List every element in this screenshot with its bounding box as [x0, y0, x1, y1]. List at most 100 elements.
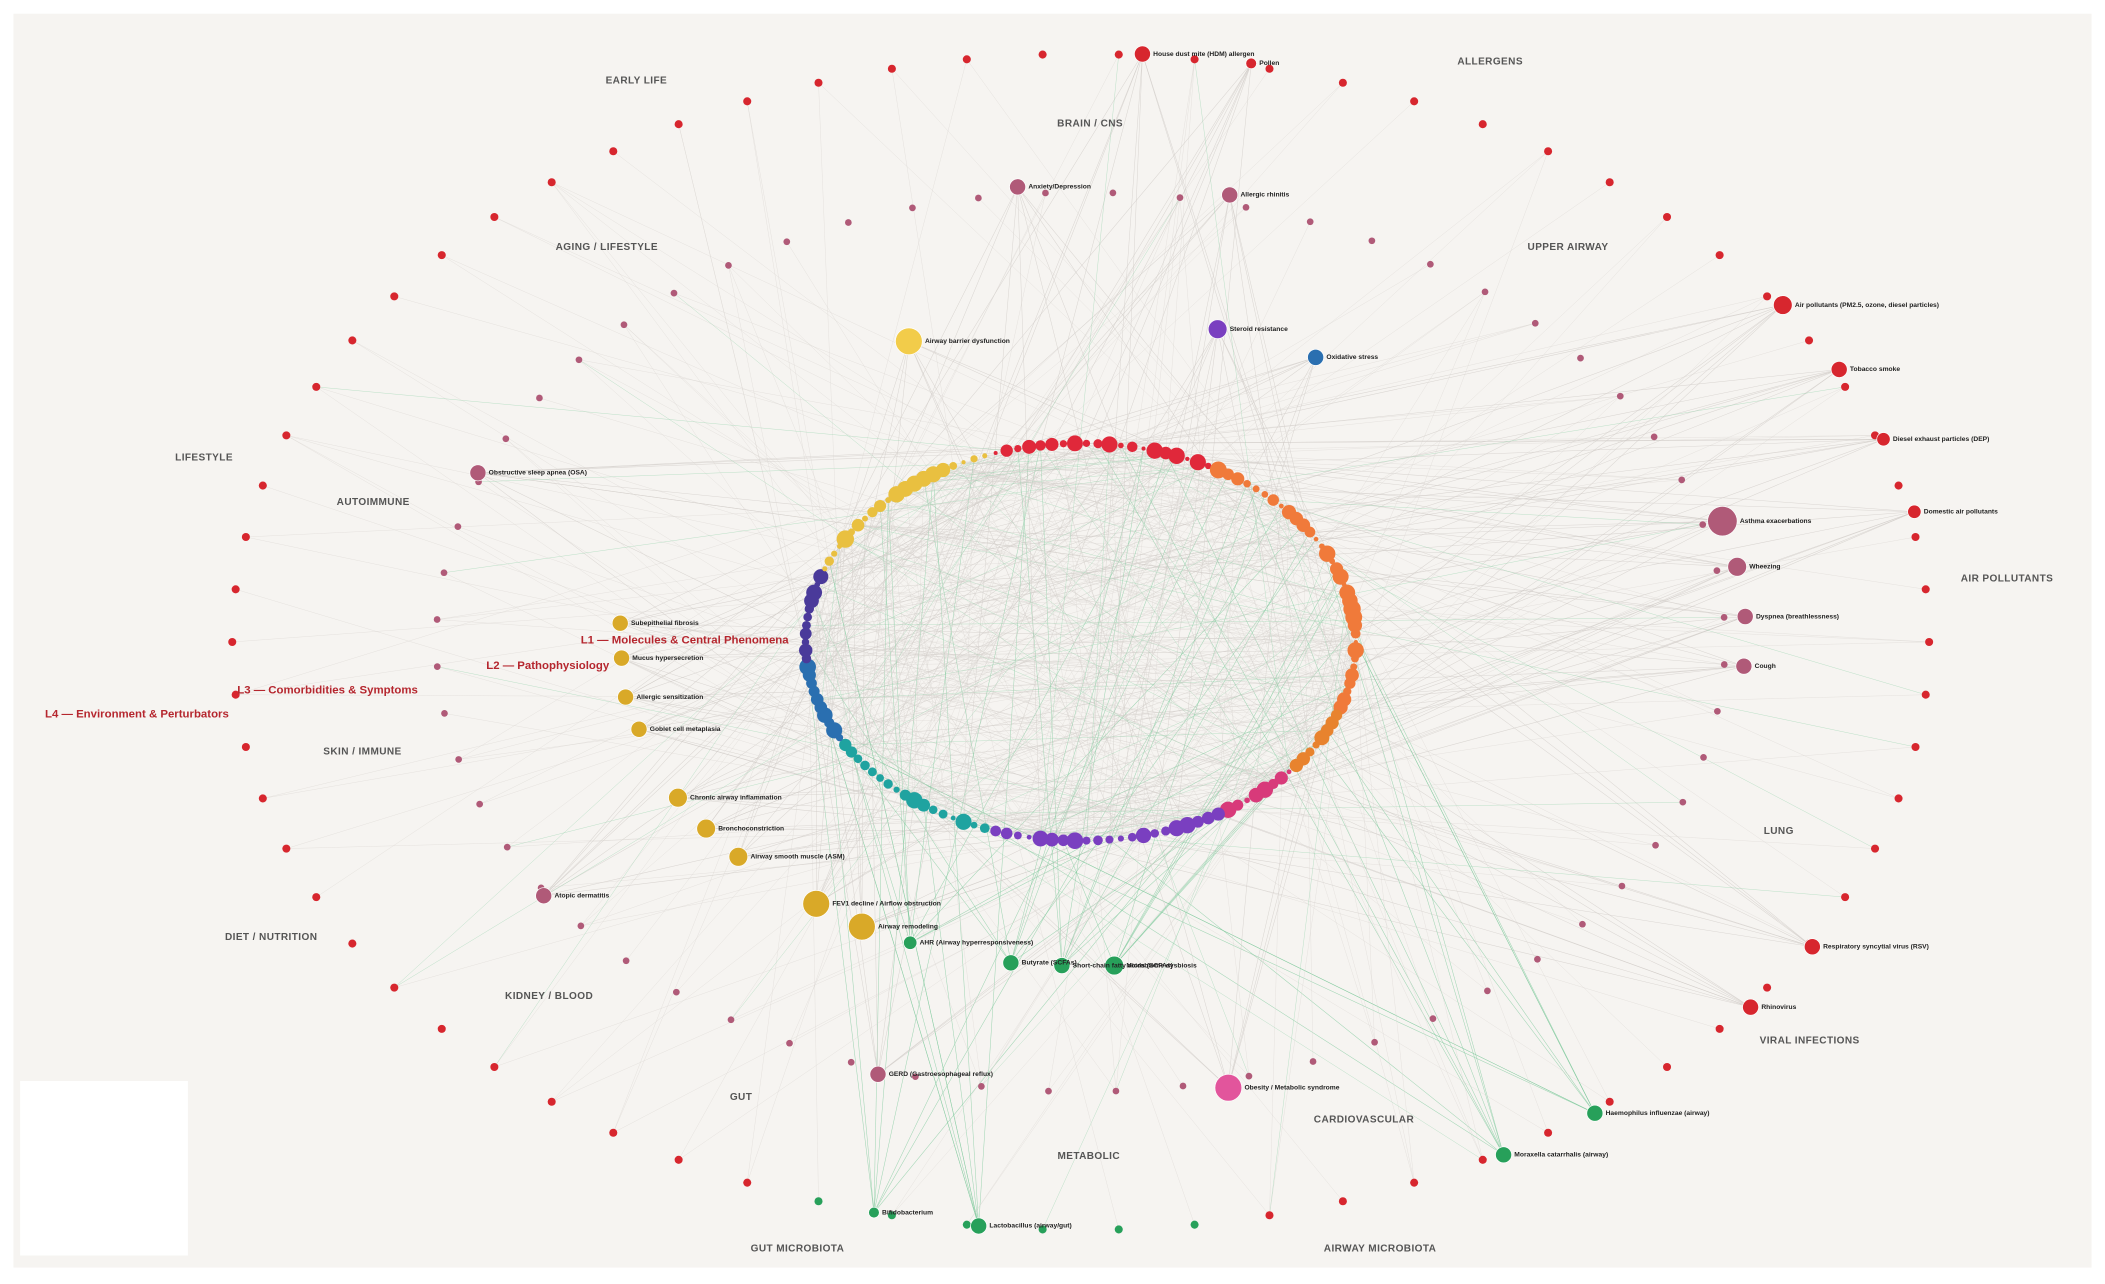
edge: [845, 291, 1486, 746]
mid-node: [577, 922, 585, 930]
sector-label: LIFESTYLE: [175, 453, 233, 464]
sector-label: AUTOIMMUNE: [337, 497, 410, 508]
edge: [1051, 674, 1353, 840]
edge: [817, 524, 1703, 700]
node-label: Bronchoconstriction: [718, 825, 784, 832]
edge: [845, 197, 1181, 746]
edge: [1303, 386, 1846, 759]
edge: [1120, 445, 1504, 1155]
mid-node: [1429, 1015, 1437, 1022]
edge: [814, 592, 1930, 643]
edge: [621, 650, 1356, 659]
edge: [1197, 461, 1723, 522]
sector-label: EARLY LIFE: [606, 76, 668, 87]
edge: [809, 524, 1703, 676]
outer-node: [814, 78, 823, 87]
edge: [1264, 566, 1738, 790]
edge: [316, 458, 975, 898]
outer-node: [1605, 1097, 1614, 1106]
edge: [673, 292, 1317, 540]
edge: [1355, 641, 1415, 1183]
edge: [1351, 291, 1486, 609]
edge: [477, 472, 806, 634]
edge: [1109, 839, 1504, 1156]
mid-node: [440, 569, 448, 577]
node: [1495, 1146, 1512, 1164]
edge: [1097, 323, 1536, 444]
node: [970, 1217, 988, 1235]
inner-node: [1243, 479, 1251, 488]
outer-node: [1038, 50, 1047, 59]
node-label: Asthma exacerbations: [1740, 518, 1812, 525]
edge: [443, 465, 1209, 573]
layer-label: L1 — Molecules & Central Phenomena: [581, 635, 790, 647]
edge: [817, 674, 1353, 700]
edge: [678, 783, 889, 1160]
edge: [1355, 633, 1375, 1043]
inner-node: [803, 612, 812, 622]
edge: [1176, 194, 1230, 456]
edge: [1051, 744, 1317, 840]
edge: [1352, 608, 1930, 643]
sector-label: AIR POLLUTANTS: [1961, 574, 2054, 585]
edge: [914, 771, 1290, 801]
edge: [966, 783, 1274, 1225]
outer-node: [1805, 336, 1814, 345]
edge: [1315, 744, 1596, 1114]
outer-node: [1925, 637, 1934, 647]
edge: [1269, 512, 1290, 1216]
inner-node: [851, 518, 865, 532]
inner-node: [970, 821, 978, 829]
edge: [477, 452, 996, 474]
edge: [914, 82, 1344, 484]
outer-node: [674, 120, 683, 129]
mid-node: [1720, 614, 1728, 621]
edge: [887, 194, 1230, 501]
node-label: Airway remodeling: [878, 923, 938, 930]
edge: [1228, 617, 1725, 810]
edge: [1109, 444, 1876, 849]
inner-node: [993, 451, 998, 456]
edge: [394, 458, 975, 988]
edge: [896, 465, 1209, 495]
outer-node: [547, 178, 556, 187]
edge: [845, 538, 1297, 766]
edge: [1218, 469, 1415, 1183]
edge: [820, 369, 1840, 577]
edge: [1194, 59, 1290, 772]
edge: [551, 182, 1087, 841]
edge: [815, 448, 1019, 904]
sector-label: GUT MICROBIOTA: [751, 1243, 845, 1254]
edge: [1006, 68, 1270, 451]
inner-node: [1127, 441, 1138, 453]
edge: [543, 446, 1030, 896]
edge: [706, 518, 1297, 829]
node-label: Steroid resistance: [1230, 326, 1288, 333]
edge: [809, 658, 1355, 676]
edge: [1048, 783, 1274, 1092]
node-label: Cough: [1755, 663, 1776, 670]
edge: [1264, 357, 1316, 495]
edge: [953, 465, 1282, 779]
edge: [864, 518, 1209, 819]
edge: [963, 474, 1229, 822]
node: [1735, 657, 1753, 675]
outer-node: [1544, 147, 1553, 156]
edge: [478, 481, 1018, 836]
edge: [943, 469, 1297, 519]
outer-node: [231, 690, 240, 699]
edge: [494, 216, 1007, 451]
edge: [677, 546, 1322, 798]
node-label: Subepithelial fibrosis: [631, 620, 699, 627]
edge: [1237, 478, 1725, 618]
inner-node: [928, 805, 938, 815]
node: [1214, 1073, 1243, 1102]
edge: [839, 63, 1252, 738]
edge: [806, 625, 944, 815]
edge: [963, 461, 1238, 480]
edge: [953, 465, 1746, 617]
edge: [1353, 617, 1549, 1133]
outer-node: [1190, 1220, 1199, 1229]
node-label: Haemophilus influenzae (airway): [1606, 1110, 1710, 1117]
edge: [1228, 608, 1353, 1088]
